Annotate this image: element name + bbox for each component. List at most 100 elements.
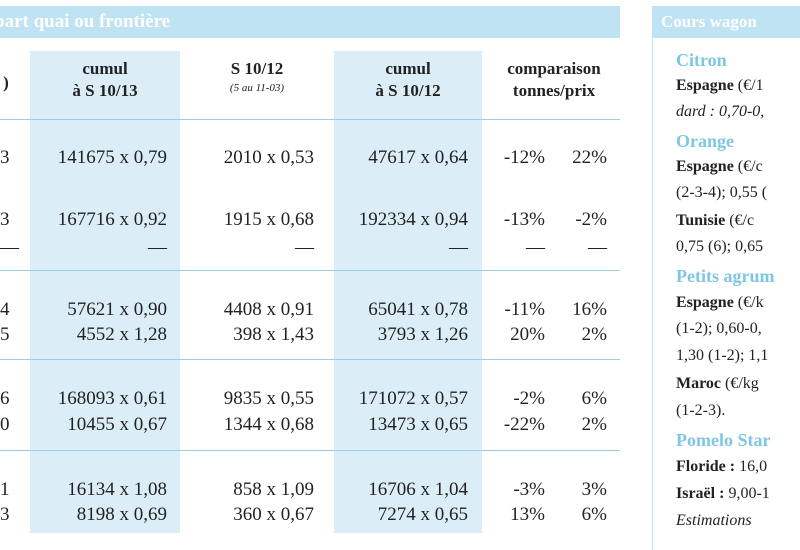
- cell-tonnes-change: 13%: [510, 504, 545, 525]
- row-divider: [0, 359, 620, 360]
- cell-price-change: —: [588, 237, 607, 258]
- category-pomelo: Pomelo Star: [676, 430, 771, 450]
- cell-week: 1344 x 0,68: [223, 414, 314, 435]
- country-label: Espagne: [676, 294, 734, 311]
- trade-table: part quai ou frontière ) cumul à S 10/13…: [0, 6, 620, 533]
- cell-cumul-2012: 192334 x 0,94: [358, 209, 468, 230]
- cell-cumul-2013: 168093 x 0,61: [57, 388, 167, 409]
- header-comparison: comparaison tonnes/prix: [507, 59, 601, 100]
- cell-tonnes-change: -11%: [504, 299, 545, 320]
- cell-cumul-2012: 3793 x 1,26: [377, 324, 468, 345]
- category-orange: Orange: [676, 131, 734, 151]
- cell-cumul-2013: 57621 x 0,90: [67, 299, 167, 320]
- orange-unit: (€/c: [733, 158, 763, 175]
- citron-unit: (€/1: [733, 77, 764, 94]
- petits-unit-2: (€/kg: [721, 375, 759, 392]
- petits-unit: (€/k: [733, 294, 764, 311]
- cell-cumul-2013: 10455 x 0,67: [67, 414, 167, 435]
- country-label: Israël :: [676, 485, 729, 502]
- cell-a: 6: [0, 388, 10, 409]
- cell-price-change: 3%: [581, 479, 607, 500]
- cell-week: —: [295, 237, 314, 258]
- cell-cumul-2012: 171072 x 0,57: [358, 388, 468, 409]
- petits-line-2: (1-2); 0,60-0,: [676, 320, 762, 337]
- orange-line-1: Espagne (€/c: [676, 158, 763, 176]
- cell-tonnes-change: -22%: [503, 414, 545, 435]
- cell-cumul-2012: 16706 x 1,04: [368, 479, 468, 500]
- row-divider: [0, 119, 620, 120]
- petits-line-1: Espagne (€/k: [676, 294, 764, 312]
- header-cumul-2012: cumul à S 10/12: [375, 59, 441, 100]
- cell-a: 3: [0, 504, 10, 525]
- citron-line-2: dard : 0,70-0,: [676, 103, 765, 120]
- shaded-column-cumul-2013: [30, 51, 180, 533]
- country-label: Espagne: [676, 158, 734, 175]
- cell-tonnes-change: -12%: [503, 147, 545, 168]
- cell-tonnes-change: 20%: [510, 324, 545, 345]
- cell-week: 398 x 1,43: [233, 324, 314, 345]
- panel-title-band: Cours wagon: [652, 6, 800, 38]
- table-title: part quai ou frontière: [0, 11, 171, 32]
- cell-a: 3: [0, 147, 10, 168]
- petits-line-5: (1-2-3).: [676, 402, 726, 419]
- table-title-band: part quai ou frontière: [0, 6, 620, 38]
- cell-tonnes-change: -3%: [513, 479, 545, 500]
- cell-price-change: 6%: [581, 504, 607, 525]
- cell-a: 0: [0, 414, 10, 435]
- cell-a: 3: [0, 209, 10, 230]
- cell-week: 4408 x 0,91: [223, 299, 314, 320]
- panel-body: [652, 38, 800, 550]
- country-label: Tunisie: [676, 212, 726, 229]
- category-citron: Citron: [676, 50, 727, 70]
- citron-line-1: Espagne (€/1: [676, 77, 764, 95]
- cell-week: 858 x 1,09: [233, 479, 314, 500]
- header-week-label: S 10/12: [230, 59, 284, 78]
- cell-a: —: [0, 237, 19, 258]
- cell-cumul-2012: 7274 x 0,65: [377, 504, 468, 525]
- cell-cumul-2012: —: [449, 237, 468, 258]
- pomelo-price: 16,0: [739, 458, 768, 475]
- cell-cumul-2013: 16134 x 1,08: [67, 479, 167, 500]
- orange-line-3: Tunisie (€/c: [676, 212, 754, 230]
- cell-price-change: 22%: [572, 147, 607, 168]
- orange-line-4: 0,75 (6); 0,65: [676, 238, 764, 255]
- orange-line-2: (2-3-4); 0,55 (: [676, 184, 768, 201]
- header-week: S 10/12 (5 au 11-03): [190, 58, 324, 96]
- cell-cumul-2013: 141675 x 0,79: [57, 147, 167, 168]
- pomelo-line-2: Israël : 9,00-1: [676, 485, 770, 503]
- cell-cumul-2013: 4552 x 1,28: [76, 324, 167, 345]
- wagon-prices-panel: Cours wagon Citron Espagne (€/1 dard : 0…: [652, 0, 800, 550]
- cell-cumul-2013: 167716 x 0,92: [57, 209, 167, 230]
- row-divider: [0, 450, 620, 451]
- cell-week: 2010 x 0,53: [223, 147, 314, 168]
- header-partial: ): [3, 73, 9, 92]
- cell-week: 9835 x 0,55: [223, 388, 314, 409]
- cell-price-change: 16%: [572, 299, 607, 320]
- cell-a: 4: [0, 299, 10, 320]
- estimations-note: Estimations: [676, 512, 752, 529]
- cell-tonnes-change: —: [526, 237, 545, 258]
- cell-price-change: 2%: [581, 324, 607, 345]
- cell-a: 5: [0, 324, 10, 345]
- cell-price-change: 6%: [581, 388, 607, 409]
- header-week-dates: (5 au 11-03): [229, 82, 285, 94]
- row-divider: [0, 270, 620, 271]
- pomelo-line-1: Floride : 16,0: [676, 458, 767, 476]
- cell-a: 1: [0, 479, 10, 500]
- country-label: Maroc: [676, 375, 722, 392]
- cell-cumul-2012: 65041 x 0,78: [368, 299, 468, 320]
- cell-week: 360 x 0,67: [233, 504, 314, 525]
- country-label: Espagne: [676, 77, 734, 94]
- cell-price-change: 2%: [581, 414, 607, 435]
- cell-cumul-2013: —: [148, 237, 167, 258]
- shaded-column-cumul-2012: [334, 51, 482, 533]
- cell-price-change: -2%: [575, 209, 607, 230]
- cell-week: 1915 x 0,68: [223, 209, 314, 230]
- cell-cumul-2012: 13473 x 0,65: [368, 414, 468, 435]
- cell-cumul-2012: 47617 x 0,64: [368, 147, 468, 168]
- petits-line-4: Maroc (€/kg: [676, 375, 759, 393]
- petits-line-3: 1,30 (1-2); 1,1: [676, 347, 769, 364]
- orange-unit-2: (€/c: [725, 212, 755, 229]
- header-cumul-2013: cumul à S 10/13: [72, 59, 138, 100]
- cell-tonnes-change: -13%: [503, 209, 545, 230]
